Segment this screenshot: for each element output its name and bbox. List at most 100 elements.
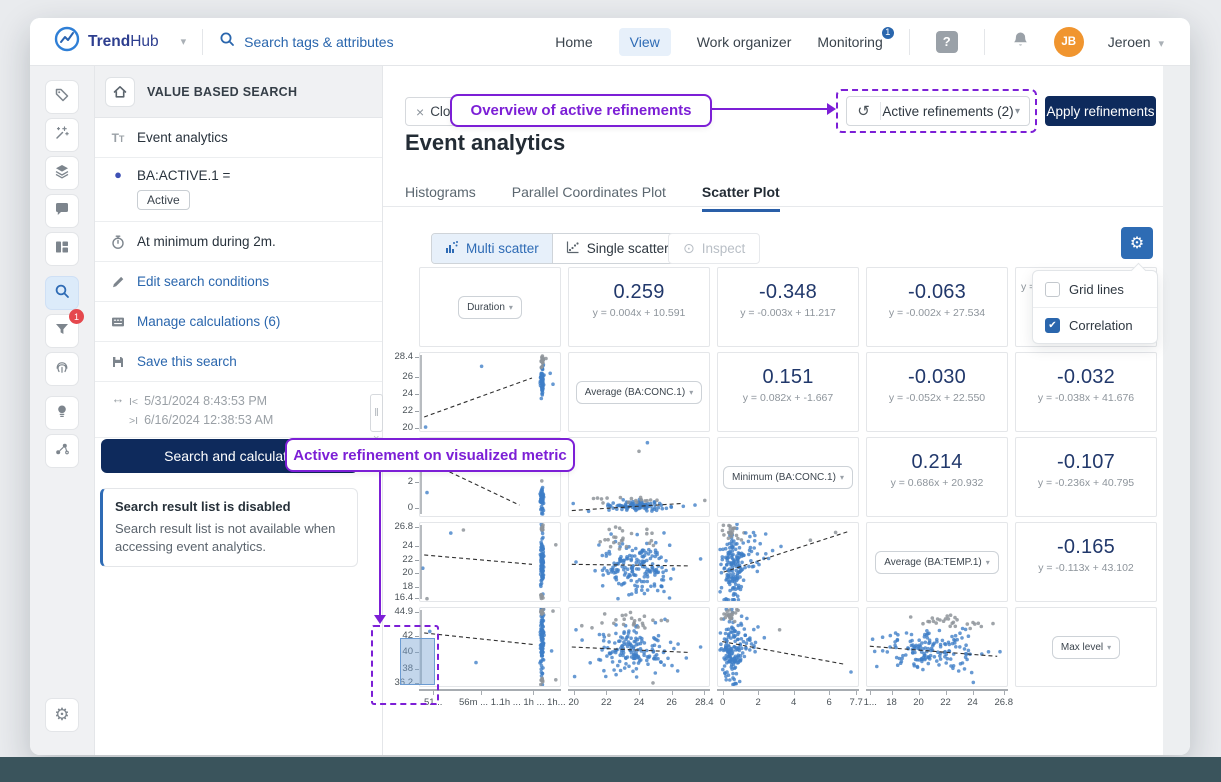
x-axis-tick <box>704 691 706 695</box>
menu-item-grid-lines[interactable]: Grid lines <box>1033 271 1157 307</box>
checkbox-correlation[interactable]: ✔ <box>1045 318 1060 333</box>
x-axis-tick <box>945 691 947 695</box>
nav-item-work-organizer[interactable]: Work organizer <box>696 33 792 50</box>
regression-equation: y = -0.038x + 41.676 <box>1037 392 1135 404</box>
correlation-cell: -0.032 y = -0.038x + 41.676 <box>1015 352 1157 432</box>
x-axis-tick-label: 1h ... 1h ... 1h... <box>499 697 566 708</box>
divider <box>202 28 204 55</box>
variable-selector-minimum-ba-conc-1[interactable]: Minimum (BA:CONC.1) ▾ <box>723 465 853 489</box>
y-axis-tick-label: 24 <box>402 387 413 399</box>
nav-item-view[interactable]: View <box>618 27 671 56</box>
y-axis-tick <box>415 376 419 378</box>
axis-brush-selection[interactable] <box>400 638 435 685</box>
sidebar-item-label: At minimum during 2m. <box>137 234 276 249</box>
y-axis-tick-label: 22 <box>402 553 413 565</box>
result-list-disabled-notice: Search result list is disabled Search re… <box>100 488 358 568</box>
x-axis-tick <box>481 691 483 695</box>
plot-settings-button[interactable]: ⚙ <box>1121 227 1153 259</box>
sidebar-item-save-this-search[interactable]: Save this search <box>95 342 382 382</box>
global-search[interactable] <box>219 31 475 52</box>
chevron-down-icon: ▾ <box>508 302 513 312</box>
sidebar-item-body: BA:ACTIVE.1 = Active <box>137 168 230 210</box>
rail-item-lightbulb[interactable] <box>45 396 79 430</box>
user-menu[interactable]: Jeroen ▾ <box>1107 33 1164 50</box>
avatar[interactable]: JB <box>1053 26 1084 57</box>
single-scatter-button[interactable]: Single scatter <box>551 234 682 263</box>
tab-histograms[interactable]: Histograms <box>405 184 476 200</box>
variable-selector-average-ba-conc-1[interactable]: Average (BA:CONC.1) ▾ <box>575 380 703 404</box>
left-icon-rail: 1 ⚙ <box>30 66 95 755</box>
checkbox-grid-lines[interactable] <box>1045 281 1060 297</box>
correlation-cell: 0.259 y = 0.004x + 10.591 <box>568 267 710 347</box>
multi-scatter-button[interactable]: Multi scatter <box>432 234 552 263</box>
chevron-down-icon[interactable]: ▾ <box>180 36 187 48</box>
rail-item-comment[interactable] <box>45 194 79 228</box>
scatter-cell[interactable] <box>568 437 710 517</box>
rail-item-search[interactable] <box>45 276 79 310</box>
help-icon[interactable]: ? <box>935 30 958 53</box>
sidebar-item-edit-search-conditions[interactable]: Edit search conditions <box>95 262 382 302</box>
scatter-cell[interactable] <box>419 522 561 602</box>
variable-selector-max-level[interactable]: Max level ▾ <box>1051 635 1121 659</box>
rail-item-filter[interactable]: 1 <box>45 309 84 348</box>
scatter-cell[interactable] <box>717 607 859 687</box>
search-input[interactable] <box>244 33 475 50</box>
notice-title: Search result list is disabled <box>115 499 291 514</box>
rail-item-fingerprint[interactable] <box>45 352 79 386</box>
correlation-value: -0.063 <box>908 281 966 303</box>
sidebar-item-body: Event analytics <box>137 130 228 145</box>
rail-item-tag[interactable] <box>45 80 79 114</box>
variable-selector-average-ba-temp-1[interactable]: Average (BA:TEMP.1) ▾ <box>875 550 999 574</box>
x-axis-tick <box>573 691 575 695</box>
panel-resize-handle[interactable]: ‖ <box>370 394 383 432</box>
sidebar-item-body: Manage calculations (6) <box>137 314 280 329</box>
rail-item-wand[interactable] <box>45 118 79 152</box>
rail-item-graph[interactable] <box>45 434 79 468</box>
home-button[interactable] <box>105 76 135 107</box>
reset-refinements-icon[interactable]: ↺ <box>847 102 881 120</box>
nav-item-monitoring[interactable]: Monitoring 1 <box>817 24 896 50</box>
scatter-cell[interactable] <box>717 522 859 602</box>
app-logo[interactable]: TrendHub ▾ <box>54 26 186 57</box>
tab-scatter-plot[interactable]: Scatter Plot <box>701 184 780 212</box>
correlation-value: -0.107 <box>1057 451 1115 473</box>
scrollbar[interactable] <box>1163 66 1190 755</box>
correlation-value: -0.030 <box>908 366 966 388</box>
scatter-cell[interactable] <box>568 522 710 602</box>
x-axis-tick <box>856 691 858 695</box>
x-axis-tick-label: 0 <box>720 697 726 708</box>
x-axis-tick <box>671 691 673 695</box>
y-axis-tick <box>415 611 419 613</box>
scatter-cell[interactable] <box>568 607 710 687</box>
x-axis-tick <box>891 691 893 695</box>
rail-item-layers[interactable] <box>45 156 79 190</box>
callout-overview-refinements: Overview of active refinements <box>450 94 712 127</box>
regression-equation: y = 0.082x + -1.667 <box>742 392 834 404</box>
correlation-value: 0.151 <box>762 366 814 388</box>
menu-item-correlation[interactable]: ✔ Correlation <box>1033 307 1157 343</box>
correlation-cell: -0.030 y = -0.052x + 22.550 <box>866 352 1008 432</box>
regression-equation: y = 0.686x + 20.932 <box>890 477 984 489</box>
scatter-cell[interactable] <box>419 607 561 687</box>
y-axis-tick-label: 2 <box>407 475 413 487</box>
bell-icon[interactable] <box>1011 30 1030 54</box>
x-axis-tick <box>1003 691 1005 695</box>
sidebar-item-label: BA:ACTIVE.1 = <box>137 168 231 183</box>
nav-item-home[interactable]: Home <box>555 33 593 50</box>
y-axis-tick-label: 42 <box>402 629 413 641</box>
stopwatch-icon <box>107 234 129 250</box>
status-dot-icon: ● <box>114 167 122 182</box>
scatter-cell[interactable] <box>419 352 561 432</box>
sidebar-item-ba-active-1: ● BA:ACTIVE.1 = Active <box>95 158 382 222</box>
sidebar-item-manage-calculations-6[interactable]: Manage calculations (6) <box>95 302 382 342</box>
variable-selector-duration[interactable]: Duration ▾ <box>458 295 522 319</box>
comment-icon <box>54 201 70 222</box>
active-refinements-dropdown[interactable]: ↺ Active refinements (2) ▾ <box>846 96 1030 126</box>
rail-item-settings[interactable]: ⚙ <box>45 698 79 732</box>
rail-item-dashboard[interactable] <box>45 232 79 266</box>
scatter-cell[interactable] <box>866 607 1008 687</box>
inspect-button[interactable]: ⊙ Inspect <box>668 233 761 264</box>
apply-refinements-button[interactable]: Apply refinements <box>1045 96 1156 126</box>
tab-parallel-coordinates-plot[interactable]: Parallel Coordinates Plot <box>511 184 666 200</box>
x-axis-tick-label: 26.8 <box>994 697 1013 708</box>
